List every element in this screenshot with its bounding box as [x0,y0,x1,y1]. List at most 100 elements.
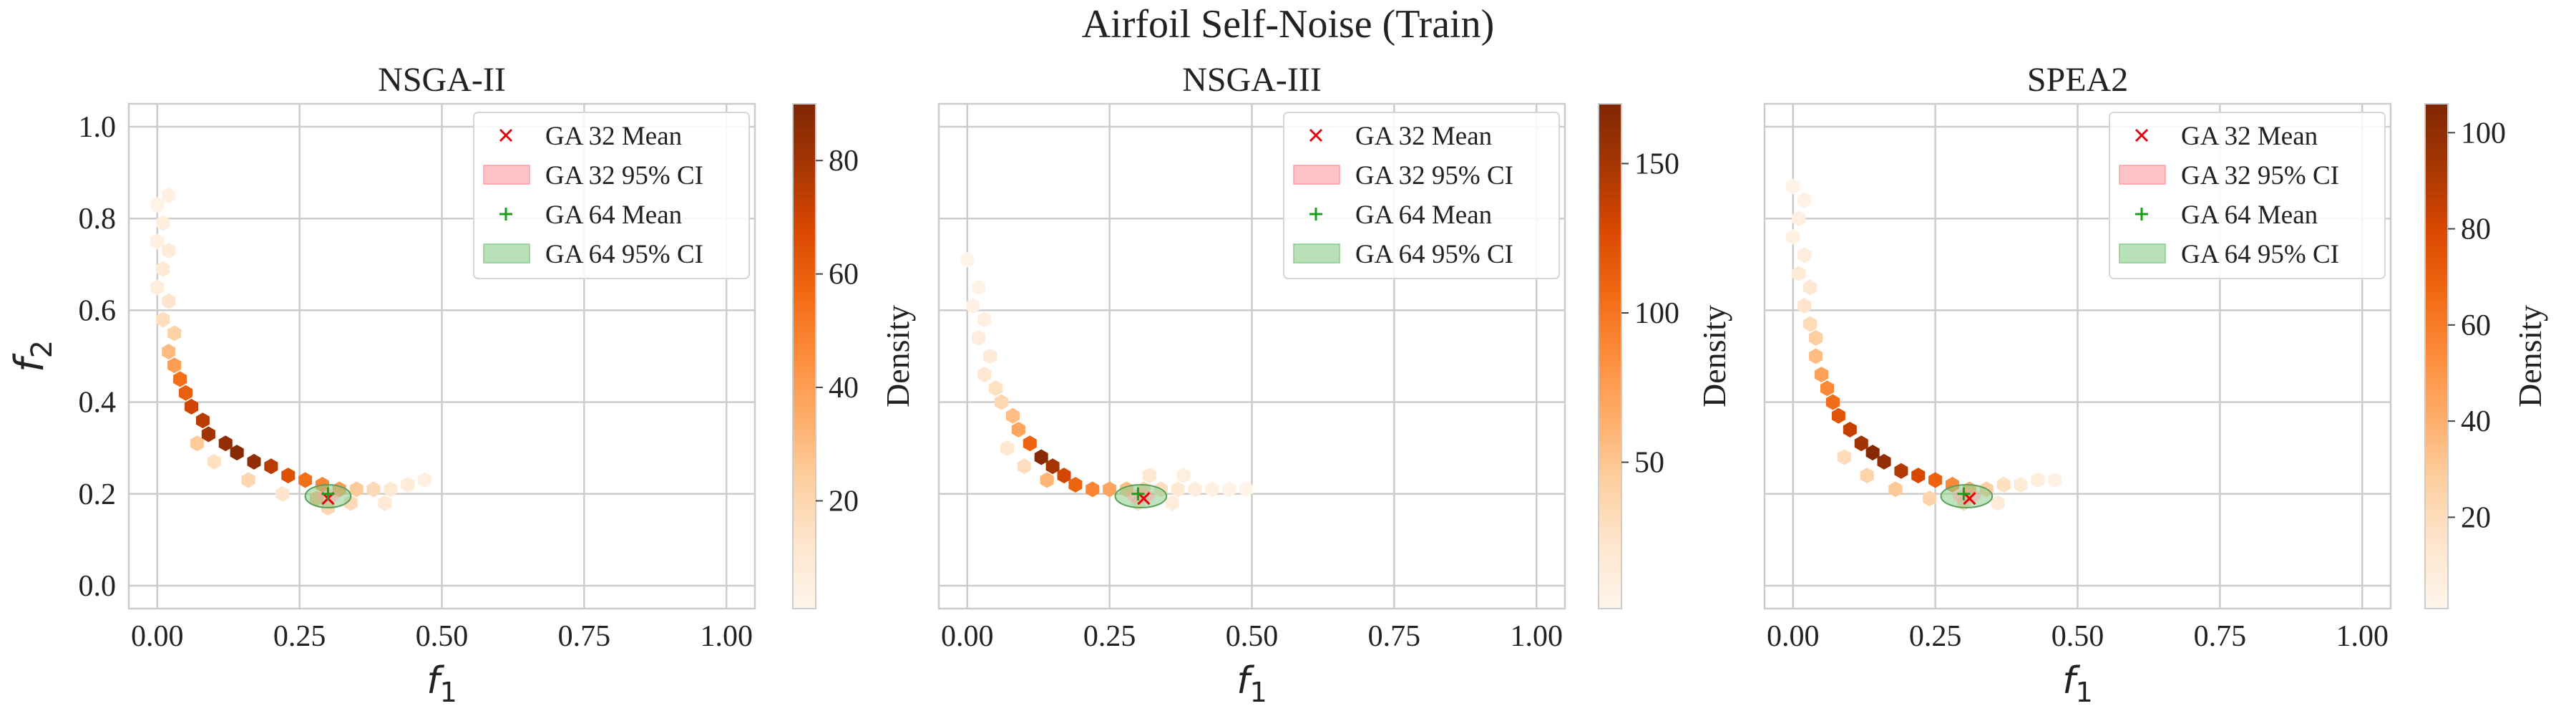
hexbin-cell [190,435,204,452]
hexbin-cell [349,481,364,498]
hexbin-cell [281,468,296,484]
hexbin-cell [1797,298,1812,314]
colorbar-gradient [1598,103,1622,609]
x-tick-label: 0.75 [1368,620,1421,653]
legend-marker-x [499,128,513,142]
colorbar-tick-label: 20 [2461,501,2491,534]
hexbin-cell [1797,192,1812,208]
hexbin-cell [156,311,170,328]
hexbin-cell [150,233,165,250]
hexbin-cell [1040,472,1054,488]
hexbin-cell [167,325,182,342]
axes-frame [1763,102,2392,610]
hexbin-cell [1239,481,1254,498]
legend-marker-x [2135,128,2149,142]
hexbin-cell [2031,472,2045,488]
hexbin-cell [1923,490,1937,507]
hexbin-cell [1991,495,2005,511]
legend-label: GA 32 95% CI [1355,161,1513,190]
hexbin-cell [1888,481,1903,498]
hexbin-cell [1831,407,1845,424]
hexbin-cell [1809,329,1823,346]
legend-label: GA 32 Mean [1355,122,1492,151]
legend: GA 32 Mean GA 32 95% CI GA 64 Mean GA 64 95… [1283,112,1560,279]
hexbin-layer [150,188,432,516]
figure-suptitle: Airfoil Self-Noise (Train) [1082,2,1495,47]
hexbin-cell [1000,440,1014,456]
x-tick-label: 1.00 [700,620,753,653]
hexbin-cell [1142,468,1156,484]
x-tick-label: 0.00 [1767,620,1820,653]
hexbin-cell [1792,211,1806,227]
hexbin-cell [1854,435,1868,452]
hexbin-cell [1815,367,1829,383]
legend-label: GA 64 Mean [1355,200,1492,230]
legend-marker-plus [2135,208,2148,221]
hexbin-cell [1085,481,1100,498]
colorbar-tick-label: 150 [1634,147,1679,180]
legend-label: GA 64 Mean [545,200,682,230]
hexbin-cell [1877,453,1891,470]
hexbin-cell [1865,445,1880,461]
hexbin-cell [218,435,233,452]
hexbin-cell [1176,468,1191,484]
hexbin-cell [384,481,398,498]
x-tick-label: 0.50 [1226,620,1279,653]
hexbin-cell [977,311,992,328]
hexbin-cell [989,380,1003,397]
colorbar-tick-label: 100 [1634,297,1679,330]
hexbin-cell [241,472,255,488]
colorbar-tick-label: 60 [2461,309,2491,342]
colorbar-tick-label: 40 [829,372,859,405]
hexbin-cell [1005,407,1020,424]
legend-patch [483,243,530,263]
hexbin-cell [983,348,997,364]
hexbin-cell [1045,458,1060,475]
hexbin-cell [1034,449,1048,465]
hexbin-cell [1860,468,1874,484]
ga64-mean-marker [1131,487,1145,500]
hexbin-cell [150,279,165,296]
hexbin-cell [179,384,193,401]
hexbin-cell [1205,481,1219,498]
hexbin-cell [162,344,176,360]
hexbin-cell [966,298,980,314]
colorbar-tick-label: 60 [829,258,859,291]
hexbin-cell [1809,348,1823,364]
hexbin-cell [185,399,198,415]
hexbin-cell [960,251,975,268]
hexbin-cell [977,367,992,383]
hexbin-cell [1103,481,1117,498]
hexbin-cell [275,485,290,502]
legend-label: GA 64 95% CI [1355,240,1513,269]
colorbar-tick-label: 100 [2461,117,2506,150]
colorbar-label: Density [2512,305,2548,407]
hexbin-cell [195,412,210,429]
x-tick-label: 0.75 [558,620,611,653]
hexbin-cell [401,477,415,493]
ga64-mean-marker [1957,487,1971,500]
hexbin-cell [2048,472,2062,488]
legend-patch [1293,243,1340,263]
hexbin-cell [972,279,986,296]
legend-label: GA 32 Mean [545,122,682,151]
hexbin-cell [1894,463,1908,479]
legend: GA 32 Mean GA 32 95% CI GA 64 Mean GA 64 95… [2109,112,2386,279]
legend-patch [483,165,530,185]
hexbin-cell [156,215,170,231]
legend-box [1283,112,1560,279]
hexbin-layer [960,251,1254,511]
hexbin-cell [972,329,986,346]
ga64-mean-marker [321,487,335,500]
hexbin-cell [207,453,221,470]
hexbin-cell [995,394,1008,410]
hexbin-cell [173,371,187,387]
hexbin-cell [150,197,165,213]
hexbin-cell [378,495,392,511]
hexbin-cell [1911,468,1926,484]
legend-marker-plus [1309,208,1322,221]
legend-label: GA 32 Mean [2181,122,2318,151]
colorbar: 20 40 60 80 Density [792,103,916,609]
hexbin-cell [156,261,170,277]
